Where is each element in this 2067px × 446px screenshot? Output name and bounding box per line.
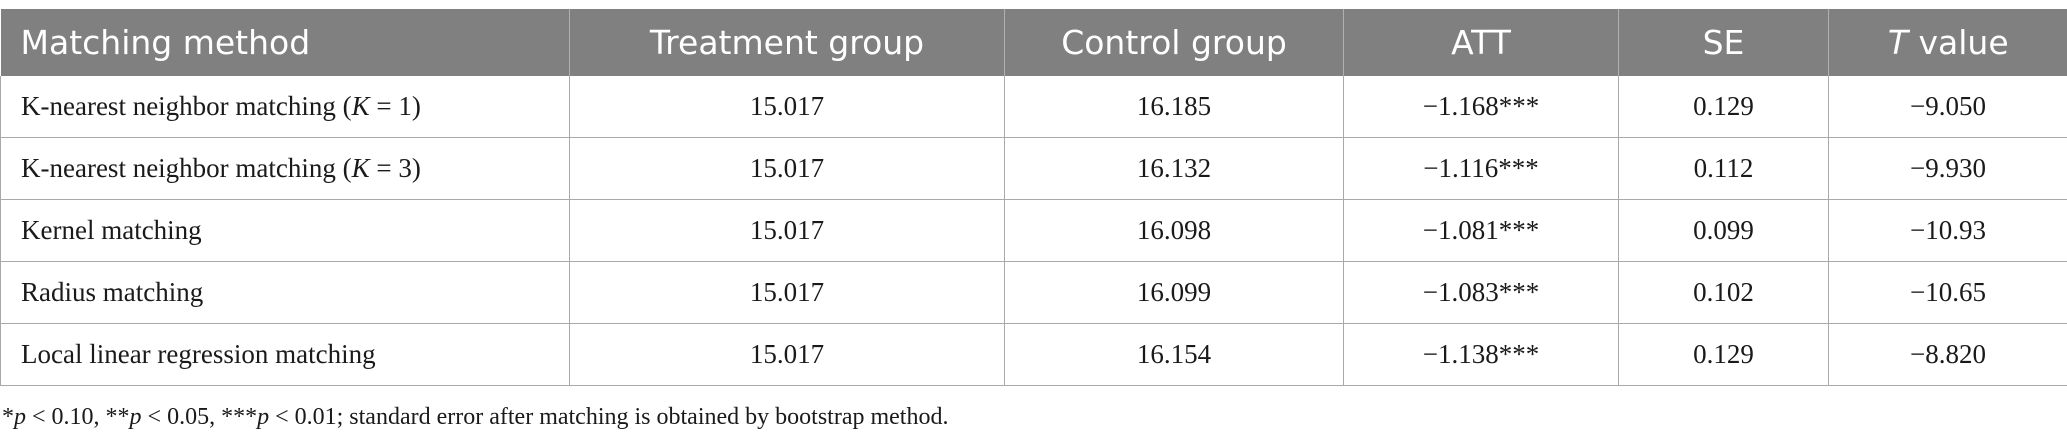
cell-control: 16.132 (1004, 137, 1344, 200)
cell-treatment: 15.017 (569, 323, 1005, 386)
cell-treatment: 15.017 (569, 137, 1005, 200)
table-row: Kernel matching 15.017 16.098 −1.081*** … (0, 199, 2067, 262)
cell-t-value: −8.820 (1828, 323, 2067, 386)
cell-t-value: −9.050 (1828, 76, 2067, 138)
footnote-p: p (129, 404, 142, 430)
header-control-group: Control group (1004, 9, 1344, 76)
cell-control: 16.154 (1004, 323, 1344, 386)
cell-att: −1.081*** (1343, 199, 1619, 262)
cell-se: 0.099 (1618, 199, 1829, 262)
table-row: Radius matching 15.017 16.099 −1.083*** … (0, 261, 2067, 324)
table-row: K-nearest neighbor matching (K = 1) 15.0… (0, 76, 2067, 138)
cell-t-value: −10.93 (1828, 199, 2067, 262)
footnote-text: < 0.01; standard error after matching is… (269, 404, 949, 430)
cell-t-value: −10.65 (1828, 261, 2067, 324)
footnote-text: < 0.05, *** (141, 404, 258, 430)
method-text: K-nearest neighbor matching ( (21, 153, 352, 183)
header-t-value-label: value (1918, 23, 2009, 62)
table-row: K-nearest neighbor matching (K = 3) 15.0… (0, 137, 2067, 200)
header-att: ATT (1343, 9, 1619, 76)
header-matching-method: Matching method (0, 9, 570, 76)
cell-control: 16.099 (1004, 261, 1344, 324)
cell-att: −1.138*** (1343, 323, 1619, 386)
method-text: = 3) (369, 153, 421, 183)
cell-se: 0.129 (1618, 76, 1829, 138)
cell-method: Radius matching (0, 261, 570, 324)
cell-att: −1.168*** (1343, 76, 1619, 138)
cell-att: −1.116*** (1343, 137, 1619, 200)
cell-method: K-nearest neighbor matching (K = 3) (0, 137, 570, 200)
cell-se: 0.102 (1618, 261, 1829, 324)
footnote-text: < 0.10, ** (26, 404, 130, 430)
header-treatment-group: Treatment group (569, 9, 1005, 76)
cell-control: 16.098 (1004, 199, 1344, 262)
cell-att: −1.083*** (1343, 261, 1619, 324)
table-footnote: *p < 0.10, **p < 0.05, ***p < 0.01; stan… (2, 404, 948, 431)
cell-treatment: 15.017 (569, 261, 1005, 324)
method-k: K (351, 91, 370, 121)
cell-t-value: −9.930 (1828, 137, 2067, 200)
cell-se: 0.129 (1618, 323, 1829, 386)
cell-treatment: 15.017 (569, 199, 1005, 262)
method-text: K-nearest neighbor matching ( (21, 91, 352, 121)
header-se: SE (1618, 9, 1829, 76)
header-t-value: T value (1828, 9, 2067, 76)
cell-method: Kernel matching (0, 199, 570, 262)
cell-method: K-nearest neighbor matching (K = 1) (0, 76, 570, 138)
method-k: K (351, 153, 370, 183)
footnote-p: p (257, 404, 270, 430)
cell-control: 16.185 (1004, 76, 1344, 138)
results-table: Matching method Treatment group Control … (0, 9, 2067, 386)
cell-method: Local linear regression matching (0, 323, 570, 386)
method-text: = 1) (369, 91, 421, 121)
footnote-p: p (14, 404, 26, 430)
cell-treatment: 15.017 (569, 76, 1005, 138)
footnote-text: * (2, 404, 14, 430)
header-row: Matching method Treatment group Control … (0, 9, 2067, 76)
cell-se: 0.112 (1618, 137, 1829, 200)
table-row: Local linear regression matching 15.017 … (0, 323, 2067, 386)
header-t-italic: T (1887, 23, 1909, 62)
